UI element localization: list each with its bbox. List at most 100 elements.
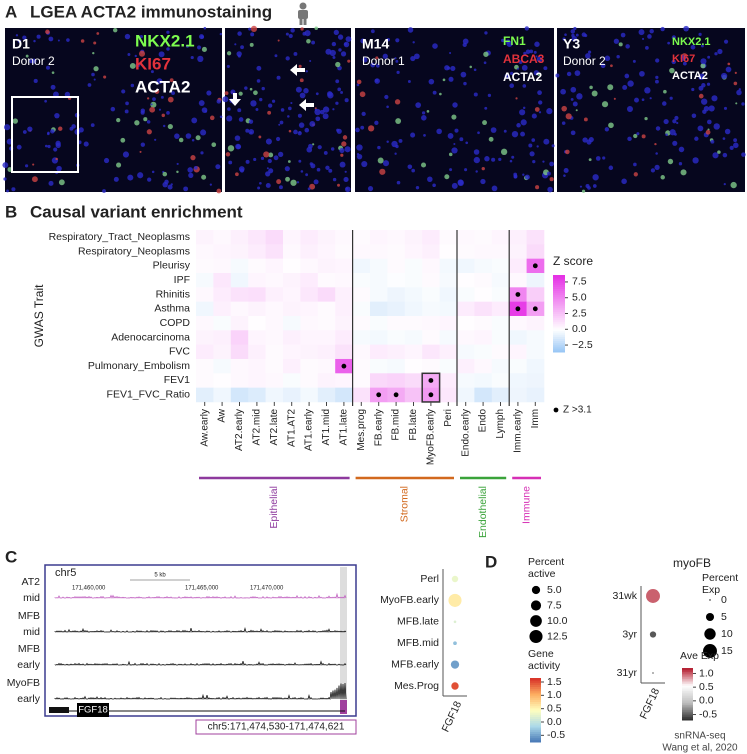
cell-texture xyxy=(682,61,687,66)
colorbar-step xyxy=(553,288,565,291)
colorbar-step xyxy=(553,284,565,288)
heatmap-cell xyxy=(439,358,458,374)
cell-texture xyxy=(520,119,527,126)
heatmap-cell xyxy=(474,258,493,274)
significance-dot xyxy=(515,292,521,297)
heatmap-cell xyxy=(352,344,371,360)
cell-texture xyxy=(484,31,488,35)
cell-texture xyxy=(46,65,50,70)
cell-texture xyxy=(447,133,454,139)
cell-texture xyxy=(238,91,243,96)
cell-texture xyxy=(624,73,630,79)
heatmap-cell xyxy=(509,315,527,331)
heatmap-cell xyxy=(265,373,284,388)
cell-texture xyxy=(733,138,738,143)
cell-texture xyxy=(592,184,597,188)
cell-texture xyxy=(162,124,166,128)
dot xyxy=(450,660,460,669)
cell-texture xyxy=(239,168,245,173)
cell-texture xyxy=(600,63,606,69)
cell-texture xyxy=(314,108,317,111)
cell-texture xyxy=(561,105,567,112)
cell-texture xyxy=(398,138,403,143)
cell-texture xyxy=(90,123,95,127)
heatmap-cell xyxy=(404,258,423,274)
heatmap-cell xyxy=(422,330,440,345)
heatmap-cell xyxy=(439,344,458,360)
heatmap-cell xyxy=(248,301,266,317)
cell-texture xyxy=(253,157,257,162)
cell-texture xyxy=(543,66,548,71)
heatmap-cell xyxy=(491,373,510,388)
heatmap-cell xyxy=(230,315,249,331)
cell-texture xyxy=(103,157,110,164)
column-label: Lymph xyxy=(495,409,506,439)
cell-texture xyxy=(698,32,702,36)
panel-title: Causal variant enrichment xyxy=(30,202,243,221)
zoom-box xyxy=(11,96,79,173)
heatmap-cell xyxy=(439,301,458,317)
colorbar-step xyxy=(530,695,541,698)
cell-texture xyxy=(613,38,620,44)
heatmap-cell xyxy=(230,244,249,259)
cell-texture xyxy=(423,134,426,137)
cell-texture xyxy=(667,41,671,45)
cell-texture xyxy=(641,37,645,41)
cell-texture xyxy=(509,83,515,89)
cell-texture xyxy=(528,143,533,148)
cell-texture xyxy=(691,113,697,119)
x-label: FGF18 xyxy=(440,699,465,734)
panel-label: B xyxy=(5,202,17,221)
cell-texture xyxy=(644,87,651,94)
cell-texture xyxy=(555,73,560,78)
colorbar-step xyxy=(530,692,541,696)
heatmap-cell xyxy=(422,230,440,245)
colorbar-step xyxy=(682,699,693,702)
cell-texture xyxy=(638,29,645,36)
cell-texture xyxy=(154,89,160,94)
heatmap-cell xyxy=(370,330,388,345)
colorbar-step xyxy=(530,684,541,688)
cell-texture xyxy=(649,97,652,100)
cell-texture xyxy=(338,48,342,52)
heatmap-cell xyxy=(370,373,388,388)
heatmap-cell xyxy=(526,373,545,388)
colorbar-step xyxy=(682,718,693,721)
column-label: AT1.mid xyxy=(321,409,332,446)
cell-texture xyxy=(102,189,106,193)
cell-texture xyxy=(678,146,685,153)
colorbar-step xyxy=(682,702,693,705)
colorbar-step xyxy=(530,729,541,732)
cell-texture xyxy=(386,37,390,42)
cell-texture xyxy=(158,108,162,111)
cell-texture xyxy=(244,86,248,90)
cell-texture xyxy=(279,185,283,190)
cell-texture xyxy=(295,86,302,93)
cell-texture xyxy=(190,155,196,161)
colorbar-step xyxy=(530,720,541,724)
cell-texture xyxy=(219,115,223,119)
cell-texture xyxy=(570,130,576,136)
cell-texture xyxy=(248,129,255,135)
heatmap-cell xyxy=(230,301,249,317)
heatmap-cell xyxy=(283,315,301,331)
cell-texture xyxy=(278,123,281,126)
heatmap-cell xyxy=(300,287,319,302)
colorbar-step xyxy=(682,685,693,688)
heatmap-cell xyxy=(457,272,475,288)
cell-texture xyxy=(382,160,390,167)
cell-texture xyxy=(344,98,349,103)
cell-texture xyxy=(216,188,222,194)
donor-label: Donor 1 xyxy=(362,54,405,68)
cell-texture xyxy=(355,127,360,133)
stain-label: ACTA2 xyxy=(503,70,542,84)
cell-texture xyxy=(11,187,16,192)
signal-track xyxy=(54,660,347,666)
heatmap-cell xyxy=(474,272,493,288)
cell-texture xyxy=(162,171,168,177)
cell-texture xyxy=(561,121,566,125)
cell-texture xyxy=(368,125,375,132)
colorbar-step xyxy=(682,700,693,704)
cell-texture xyxy=(407,164,413,170)
significance-dot xyxy=(532,306,538,312)
